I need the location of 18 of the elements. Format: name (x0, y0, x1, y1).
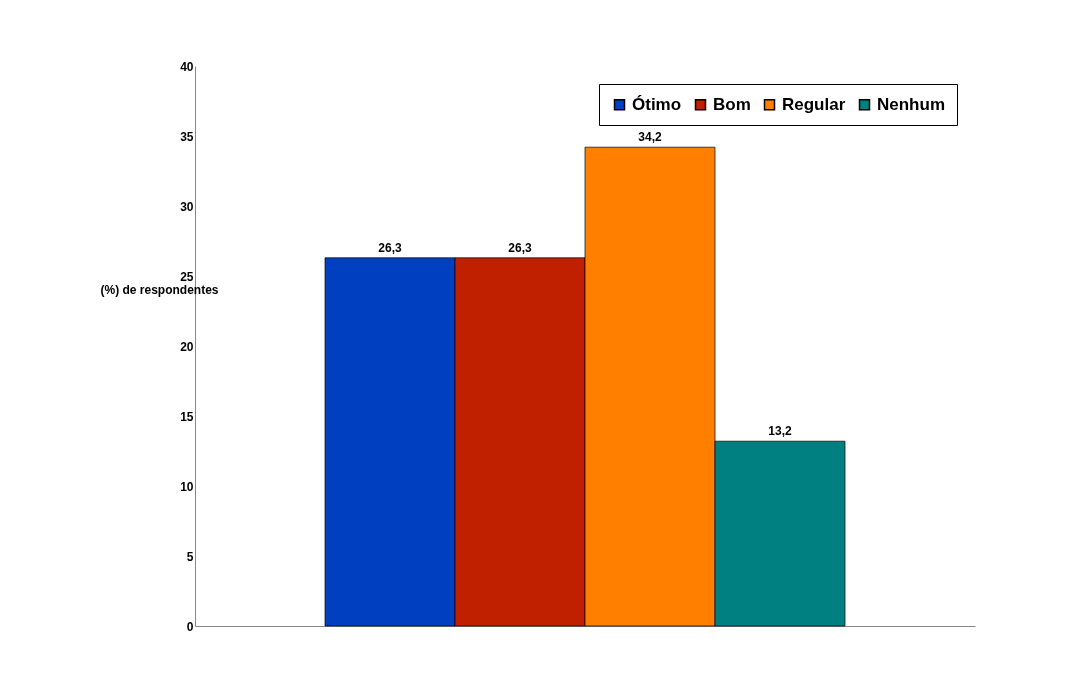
data-label: 13,2 (768, 424, 792, 439)
legend-label: Regular (782, 94, 846, 114)
y-tick-label: 35 (180, 129, 194, 144)
y-tick-label: 0 (186, 619, 194, 634)
y-tick-label: 5 (186, 549, 194, 564)
y-tick-label: 15 (180, 409, 194, 424)
legend-label: Nenhum (877, 94, 945, 114)
y-tick-label: 20 (180, 339, 194, 354)
y-tick-label: 40 (180, 59, 194, 74)
legend-label: Ótimo (632, 94, 682, 114)
data-label: 34,2 (638, 130, 662, 145)
legend-label: Bom (713, 94, 751, 114)
y-tick-label: 25 (180, 269, 194, 284)
y-axis-title: (%) de respondentes (100, 282, 219, 297)
y-tick-label: 10 (180, 479, 194, 494)
y-tick-label: 30 (180, 199, 194, 214)
data-label: 26,3 (508, 240, 532, 255)
data-label: 26,3 (378, 240, 402, 255)
